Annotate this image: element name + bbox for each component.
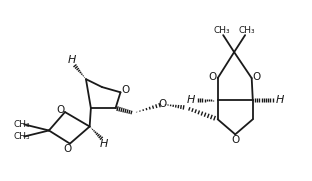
Text: O: O [209, 72, 217, 82]
Text: O: O [56, 105, 64, 115]
Text: O: O [252, 72, 261, 82]
Text: O: O [64, 144, 72, 154]
Text: H: H [275, 95, 284, 105]
Text: O: O [121, 85, 129, 95]
Text: O: O [231, 135, 239, 145]
Text: H: H [68, 55, 76, 65]
Text: H: H [187, 95, 195, 105]
Text: CH₃: CH₃ [13, 120, 30, 129]
Text: CH₃: CH₃ [213, 26, 230, 35]
Text: H: H [100, 139, 108, 149]
Text: CH₃: CH₃ [238, 26, 255, 35]
Text: CH₃: CH₃ [13, 132, 30, 141]
Text: O: O [159, 99, 167, 109]
